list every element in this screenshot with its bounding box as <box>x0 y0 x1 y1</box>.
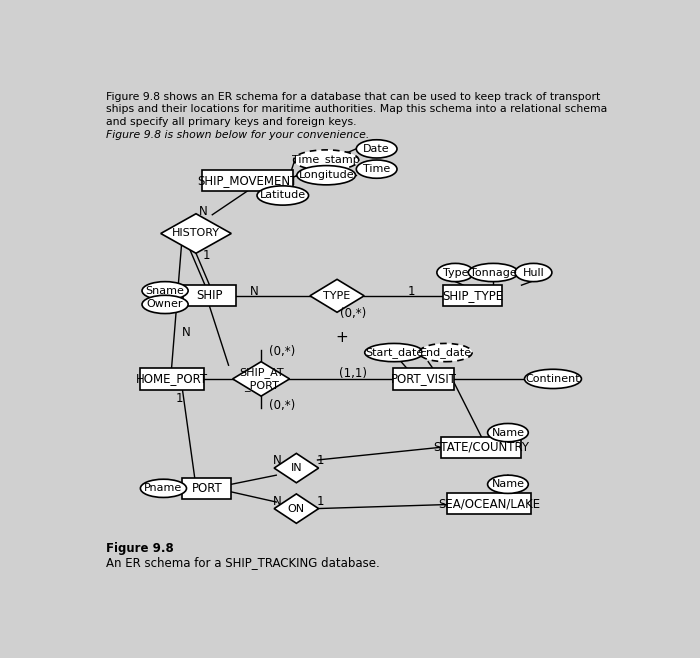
Ellipse shape <box>468 263 518 282</box>
Text: Latitude: Latitude <box>260 191 306 201</box>
Ellipse shape <box>515 263 552 282</box>
Ellipse shape <box>356 139 397 158</box>
FancyBboxPatch shape <box>183 285 236 307</box>
Text: N: N <box>199 205 207 218</box>
Polygon shape <box>232 362 290 396</box>
FancyBboxPatch shape <box>441 437 521 458</box>
Text: N: N <box>182 326 190 339</box>
Text: 1: 1 <box>408 285 416 298</box>
Text: IN: IN <box>290 463 302 473</box>
Text: (0,*): (0,*) <box>269 399 295 413</box>
Text: SHIP: SHIP <box>196 290 223 302</box>
Text: 1: 1 <box>176 392 183 405</box>
Text: Figure 9.8 shows an ER schema for a database that can be used to keep track of t: Figure 9.8 shows an ER schema for a data… <box>106 91 601 101</box>
Text: and specify all primary keys and foreign keys.: and specify all primary keys and foreign… <box>106 117 357 127</box>
Text: HOME_PORT: HOME_PORT <box>136 372 208 386</box>
Text: Pname: Pname <box>144 484 183 494</box>
Ellipse shape <box>365 343 423 362</box>
FancyBboxPatch shape <box>393 368 454 390</box>
Text: (1,1): (1,1) <box>340 367 368 380</box>
FancyBboxPatch shape <box>447 493 531 514</box>
Text: (0,*): (0,*) <box>340 307 367 320</box>
Text: Name: Name <box>491 479 524 490</box>
Ellipse shape <box>142 282 188 300</box>
Ellipse shape <box>294 150 358 170</box>
Text: PORT_VISIT: PORT_VISIT <box>391 372 457 386</box>
Ellipse shape <box>356 160 397 178</box>
Ellipse shape <box>141 479 186 497</box>
FancyBboxPatch shape <box>202 170 293 191</box>
Text: STATE/COUNTRY: STATE/COUNTRY <box>433 441 528 454</box>
Ellipse shape <box>488 475 528 494</box>
Polygon shape <box>274 453 319 483</box>
FancyBboxPatch shape <box>139 368 204 390</box>
Text: SEA/OCEAN/LAKE: SEA/OCEAN/LAKE <box>438 497 540 510</box>
Ellipse shape <box>297 166 356 185</box>
Text: End_date: End_date <box>419 347 472 358</box>
Text: Longitude: Longitude <box>298 170 354 180</box>
Text: Time: Time <box>363 164 391 174</box>
Text: 1: 1 <box>203 249 211 262</box>
Text: Owner: Owner <box>147 299 183 309</box>
Text: ON: ON <box>288 503 305 514</box>
Text: HISTORY: HISTORY <box>172 228 220 238</box>
Text: Start_date: Start_date <box>365 347 423 358</box>
Text: SHIP_AT
_PORT: SHIP_AT _PORT <box>239 367 284 391</box>
Text: PORT: PORT <box>192 482 222 495</box>
Text: Date: Date <box>363 144 390 154</box>
Text: 1: 1 <box>317 495 325 508</box>
Text: Sname: Sname <box>146 286 185 295</box>
Text: SHIP_TYPE: SHIP_TYPE <box>442 290 503 302</box>
Ellipse shape <box>142 295 188 314</box>
Text: Figure 9.8: Figure 9.8 <box>106 542 174 555</box>
Text: Hull: Hull <box>523 268 545 278</box>
Text: An ER schema for a SHIP_TRACKING database.: An ER schema for a SHIP_TRACKING databas… <box>106 557 380 569</box>
Polygon shape <box>161 214 231 253</box>
Text: Time_stamp: Time_stamp <box>293 155 360 165</box>
Text: Tonnage: Tonnage <box>470 268 517 278</box>
Text: N: N <box>250 285 259 298</box>
Text: TYPE: TYPE <box>323 291 351 301</box>
Text: ships and their locations for maritime authorities. Map this schema into a relat: ships and their locations for maritime a… <box>106 105 608 114</box>
Text: N: N <box>273 495 281 508</box>
Ellipse shape <box>524 369 582 388</box>
Text: Name: Name <box>491 428 524 438</box>
FancyBboxPatch shape <box>183 478 231 499</box>
Polygon shape <box>310 280 364 313</box>
Text: (0,*): (0,*) <box>269 345 295 358</box>
Text: Continent: Continent <box>526 374 580 384</box>
Ellipse shape <box>488 424 528 442</box>
Text: Figure 9.8 is shown below for your convenience.: Figure 9.8 is shown below for your conve… <box>106 130 370 139</box>
FancyBboxPatch shape <box>443 285 502 307</box>
Text: SHIP_MOVEMENT: SHIP_MOVEMENT <box>197 174 298 187</box>
Polygon shape <box>274 494 319 523</box>
Text: Type: Type <box>442 268 468 278</box>
Text: +: + <box>335 330 348 345</box>
Ellipse shape <box>419 343 472 362</box>
Text: 1: 1 <box>317 455 325 467</box>
Ellipse shape <box>437 263 474 282</box>
Ellipse shape <box>257 186 309 205</box>
Text: N: N <box>273 455 281 467</box>
